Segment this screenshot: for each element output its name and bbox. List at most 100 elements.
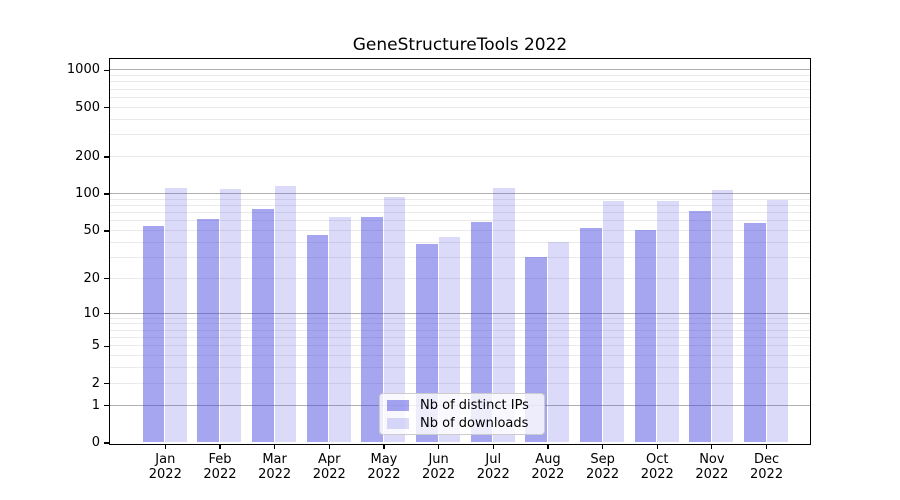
- y-tick-200: [104, 156, 110, 158]
- bar-distinct-ips-feb-2022: [197, 219, 219, 443]
- x-tick-feb-2022: [219, 444, 221, 449]
- bar-downloads-apr-2022: [329, 217, 351, 443]
- y-tick-label-2: 2: [91, 375, 100, 391]
- y-tick-label-20: 20: [83, 270, 100, 286]
- gridline-minor-700: [109, 88, 810, 90]
- legend-label-downloads: Nb of downloads: [420, 415, 529, 431]
- x-tick-oct-2022: [656, 444, 658, 449]
- bar-distinct-ips-jan-2022: [142, 226, 165, 443]
- bar-downloads-jun-2022: [438, 237, 461, 443]
- bar-downloads-jul-2022: [493, 187, 515, 443]
- gridline-minor-8: [109, 323, 810, 325]
- gridline-minor-40: [109, 241, 810, 243]
- gridline-minor-500: [109, 106, 810, 108]
- gridline-minor-70: [109, 212, 810, 214]
- x-tick-label-jun-2022: Jun 2022: [422, 452, 456, 482]
- x-tick-label-feb-2022: Feb 2022: [203, 452, 237, 482]
- gridline-minor-400: [109, 118, 810, 120]
- x-tick-jul-2022: [492, 444, 494, 449]
- bar-downloads-sep-2022: [602, 200, 625, 443]
- y-tick-label-500: 500: [75, 99, 100, 115]
- x-tick-label-sep-2022: Sep 2022: [586, 452, 620, 482]
- gridline-minor-800: [109, 81, 810, 83]
- gridline-minor-7: [109, 329, 810, 331]
- y-tick-label-1000: 1000: [66, 62, 100, 78]
- x-tick-jun-2022: [438, 444, 440, 449]
- gridline-minor-90: [109, 198, 810, 200]
- y-tick-label-1: 1: [91, 397, 100, 413]
- gridline-minor-3: [109, 367, 810, 369]
- legend-entry-downloads: Nb of downloads: [387, 414, 537, 432]
- y-tick-label-5: 5: [91, 338, 100, 354]
- gridline-minor-300: [109, 134, 810, 136]
- x-tick-aug-2022: [547, 444, 549, 449]
- bar-downloads-may-2022: [383, 197, 406, 443]
- bar-distinct-ips-jun-2022: [416, 243, 438, 443]
- bar-distinct-ips-apr-2022: [306, 234, 329, 443]
- gridline-minor-9: [109, 317, 810, 319]
- y-tick-100: [104, 193, 110, 195]
- gridline-major-1000: [109, 69, 810, 71]
- gridline-minor-900: [109, 75, 810, 77]
- legend-entry-distinct-ips: Nb of distinct IPs: [387, 396, 537, 414]
- x-tick-label-mar-2022: Mar 2022: [258, 452, 292, 482]
- bar-downloads-oct-2022: [657, 200, 679, 443]
- bar-downloads-nov-2022: [711, 189, 734, 443]
- x-tick-dec-2022: [765, 444, 768, 449]
- x-tick-nov-2022: [711, 444, 713, 449]
- bar-downloads-jan-2022: [165, 187, 187, 443]
- y-tick-1000: [104, 69, 110, 71]
- y-tick-label-200: 200: [75, 148, 100, 164]
- x-tick-label-jan-2022: Jan 2022: [148, 452, 182, 482]
- chart-title: GeneStructureTools 2022: [352, 35, 568, 55]
- bar-distinct-ips-dec-2022: [744, 222, 766, 443]
- legend-label-distinct-ips: Nb of distinct IPs: [420, 397, 529, 413]
- gridline-minor-50: [109, 229, 810, 231]
- x-tick-label-apr-2022: Apr 2022: [312, 452, 346, 482]
- bar-distinct-ips-may-2022: [361, 217, 383, 443]
- x-tick-jan-2022: [164, 444, 166, 449]
- gridline-minor-80: [109, 204, 810, 206]
- gridline-minor-2: [109, 382, 810, 384]
- y-tick-1: [104, 405, 110, 407]
- legend-swatch-downloads: [387, 417, 409, 429]
- bar-downloads-mar-2022: [274, 185, 297, 443]
- bar-distinct-ips-oct-2022: [634, 230, 657, 443]
- x-tick-label-may-2022: May 2022: [367, 452, 401, 482]
- y-tick-0: [104, 442, 110, 444]
- gridline-minor-60: [109, 220, 810, 222]
- y-tick-label-100: 100: [75, 186, 100, 202]
- bar-distinct-ips-mar-2022: [252, 208, 274, 443]
- gridline-minor-5: [109, 345, 810, 347]
- x-tick-mar-2022: [274, 444, 276, 449]
- y-tick-20: [104, 278, 110, 280]
- bar-downloads-aug-2022: [547, 242, 570, 443]
- x-tick-label-aug-2022: Aug 2022: [531, 452, 565, 482]
- bar-distinct-ips-jul-2022: [470, 221, 493, 443]
- gridline-minor-200: [109, 155, 810, 157]
- y-tick-label-0: 0: [91, 435, 100, 450]
- bar-distinct-ips-sep-2022: [580, 228, 602, 443]
- x-tick-apr-2022: [328, 444, 330, 449]
- bar-distinct-ips-nov-2022: [689, 211, 711, 443]
- bar-downloads-dec-2022: [766, 200, 789, 443]
- bar-downloads-feb-2022: [219, 189, 242, 443]
- gridline-minor-6: [109, 337, 810, 339]
- y-tick-label-50: 50: [83, 222, 100, 238]
- x-tick-label-nov-2022: Nov 2022: [695, 452, 729, 482]
- x-tick-label-jul-2022: Jul 2022: [476, 452, 510, 482]
- gridline-major-100: [109, 193, 810, 195]
- x-tick-label-oct-2022: Oct 2022: [640, 452, 674, 482]
- y-tick-500: [104, 107, 110, 109]
- gridline-minor-30: [109, 256, 810, 258]
- gridline-minor-20: [109, 277, 810, 279]
- gridline-minor-600: [109, 96, 810, 98]
- x-tick-sep-2022: [601, 444, 604, 449]
- x-tick-label-dec-2022: Dec 2022: [750, 452, 784, 482]
- gridline-major-10: [109, 312, 810, 314]
- y-tick-10: [104, 313, 110, 315]
- legend: Nb of distinct IPs Nb of downloads: [379, 393, 545, 435]
- gridline-minor-4: [109, 355, 810, 357]
- x-tick-may-2022: [383, 444, 385, 449]
